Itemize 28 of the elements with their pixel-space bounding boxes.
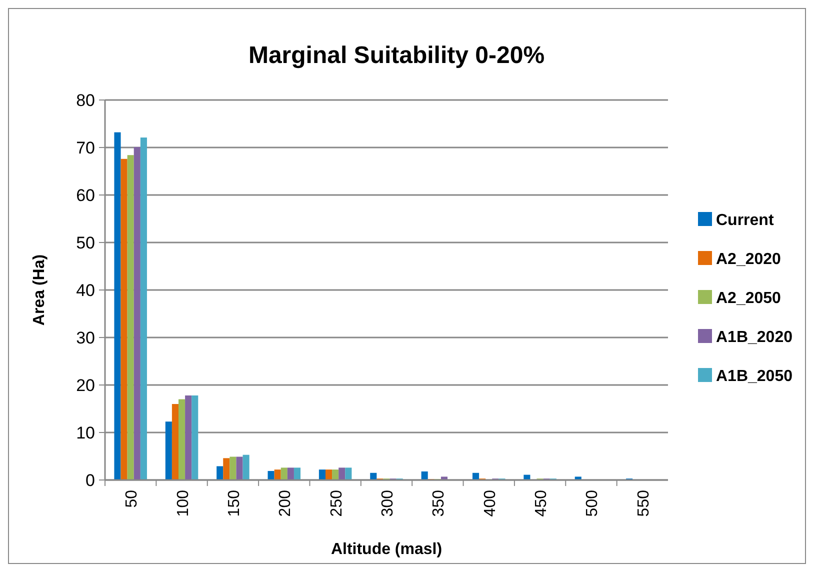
x-tick-label: 300 [380, 490, 396, 517]
y-tick-label: 70 [76, 138, 95, 158]
x-tick-label: 200 [277, 490, 294, 517]
chart-title: Marginal Suitability 0-20% [248, 42, 545, 69]
y-tick-label: 20 [76, 376, 95, 395]
y-tick-label: 80 [76, 91, 95, 110]
x-tick-label: 500 [584, 490, 602, 517]
legend-label: Current [716, 212, 774, 229]
legend-label: A1B_2020 [716, 329, 793, 346]
x-tick-label: 250 [328, 490, 346, 517]
y-axis-title: Area (Ha) [31, 254, 48, 326]
x-tick-label: 350 [430, 490, 448, 517]
y-tick-label: 60 [76, 186, 95, 205]
legend-label: A2_2050 [716, 290, 782, 307]
y-tick-label: 0 [86, 471, 95, 490]
x-tick-label: 550 [635, 490, 652, 517]
x-tick-label: 50 [124, 490, 141, 508]
x-tick-label: 450 [533, 490, 550, 517]
legend-label: A2_2020 [716, 251, 782, 268]
x-axis-title: Altitude (masl) [330, 541, 442, 558]
y-tick-label: 50 [76, 234, 95, 252]
x-tick-label: 150 [226, 490, 243, 517]
y-tick-label: 10 [76, 424, 95, 442]
x-tick-label: 100 [174, 490, 192, 517]
legend-label: A1B_2050 [716, 368, 793, 385]
y-tick-label: 40 [76, 281, 95, 300]
y-tick-label: 30 [76, 328, 95, 348]
x-tick-label: 400 [482, 490, 499, 517]
